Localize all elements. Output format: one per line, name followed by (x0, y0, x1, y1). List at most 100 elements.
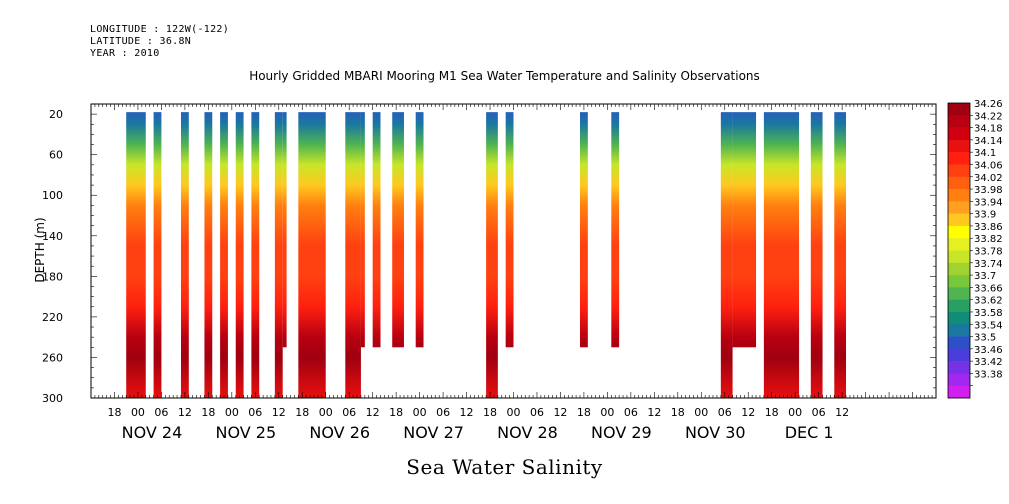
colorbar-label: 33.86 (974, 222, 1003, 233)
data-segment (372, 112, 381, 348)
data-segment (204, 112, 213, 398)
colorbar-label: 33.46 (974, 345, 1003, 356)
x-hour-tick-label: 00 (694, 406, 708, 419)
data-segment (810, 112, 823, 398)
x-hour-tick-label: 00 (507, 406, 521, 419)
colorbar-label: 33.82 (974, 234, 1003, 245)
y-tick-label: 100 (42, 189, 63, 202)
data-segment (834, 112, 847, 398)
data-segment (415, 112, 424, 348)
data-segment (220, 112, 228, 398)
data-segment (251, 112, 260, 398)
colorbar-swatch (948, 127, 970, 141)
colorbar-label: 34.26 (974, 99, 1003, 110)
colorbar-label: 33.38 (974, 369, 1003, 380)
colorbar-label: 33.62 (974, 296, 1003, 307)
data-segment (720, 112, 733, 398)
data-segment (180, 112, 189, 398)
colorbar-swatch (948, 103, 970, 116)
y-tick-label: 180 (42, 270, 63, 283)
x-hour-tick-label: 18 (201, 406, 215, 419)
colorbar-swatch (948, 299, 970, 313)
colorbar-swatch (948, 336, 970, 350)
x-date-label: NOV 28 (497, 423, 558, 442)
x-hour-tick-label: 18 (389, 406, 403, 419)
y-axis-label: DEPTH (m) (33, 217, 47, 282)
x-hour-tick-label: 12 (553, 406, 567, 419)
x-hour-tick-label: 18 (483, 406, 497, 419)
colorbar-label: 33.66 (974, 283, 1003, 294)
data-segment (282, 112, 287, 348)
colorbar-swatch (948, 385, 970, 399)
colorbar-swatch (948, 189, 970, 202)
x-hour-tick-label: 18 (107, 406, 121, 419)
y-tick-label: 260 (42, 351, 63, 364)
colorbar-label: 34.1 (974, 148, 996, 159)
x-hour-tick-label: 00 (413, 406, 427, 419)
colorbar-label: 33.7 (974, 271, 996, 282)
x-hour-tick-label: 00 (319, 406, 333, 419)
colorbar-swatch (948, 176, 970, 190)
data-segment (486, 112, 498, 398)
x-hour-tick-label: 18 (671, 406, 685, 419)
y-tick-label: 140 (42, 230, 63, 243)
data-segment (153, 112, 162, 398)
colorbar-swatch (948, 373, 970, 387)
data-segment (298, 112, 326, 398)
data-segment (345, 112, 361, 398)
data-segment (392, 112, 404, 348)
y-tick-label: 220 (42, 311, 63, 324)
chart-title: Hourly Gridded MBARI Mooring M1 Sea Wate… (249, 69, 760, 83)
x-hour-tick-label: 00 (788, 406, 802, 419)
colorbar-swatch (948, 201, 970, 214)
colorbar-label: 33.5 (974, 333, 996, 344)
colorbar-label: 34.18 (974, 124, 1003, 135)
x-hour-tick-label: 06 (624, 406, 638, 419)
longitude-label: LONGITUDE : 122W(-122) (90, 24, 230, 35)
colorbar-swatch (948, 225, 970, 239)
colorbar-swatch (948, 287, 970, 300)
data-segment (732, 112, 757, 348)
x-hour-tick-label: 12 (272, 406, 286, 419)
x-hour-tick-label: 00 (131, 406, 145, 419)
data-segment (611, 112, 620, 348)
colorbar-swatch (948, 238, 970, 251)
colorbar-label: 33.42 (974, 357, 1003, 368)
colorbar-label: 33.78 (974, 247, 1003, 258)
colorbar-swatch (948, 262, 970, 276)
colorbar-swatch (948, 213, 970, 227)
colorbar-swatch (948, 324, 970, 337)
colorbar-swatch (948, 311, 970, 325)
x-date-label: NOV 25 (215, 423, 276, 442)
x-hour-tick-label: 06 (342, 406, 356, 419)
x-hour-tick-label: 06 (718, 406, 732, 419)
x-hour-tick-label: 12 (835, 406, 849, 419)
colorbar-label: 33.54 (974, 320, 1003, 331)
data-segment (274, 112, 283, 398)
x-date-label: DEC 1 (785, 423, 834, 442)
colorbar-swatch (948, 361, 970, 374)
colorbar-label: 33.9 (974, 210, 996, 221)
y-tick-label: 300 (42, 392, 63, 405)
x-hour-tick-label: 18 (765, 406, 779, 419)
data-segment (580, 112, 588, 348)
colorbar-swatch (948, 250, 970, 264)
latitude-label: LATITUDE : 36.8N (90, 36, 192, 47)
colorbar-label: 33.58 (974, 308, 1003, 319)
colorbar-label: 34.14 (974, 136, 1003, 147)
colorbar-label: 34.22 (974, 111, 1003, 122)
x-hour-tick-label: 12 (178, 406, 192, 419)
data-segment (763, 112, 800, 398)
colorbar-label: 33.98 (974, 185, 1003, 196)
x-hour-tick-label: 06 (530, 406, 544, 419)
y-tick-label: 60 (49, 149, 63, 162)
x-date-label: NOV 26 (309, 423, 370, 442)
x-hour-tick-label: 06 (154, 406, 168, 419)
colorbar-swatch (948, 164, 970, 178)
data-segment (126, 112, 146, 398)
x-hour-tick-label: 12 (366, 406, 380, 419)
x-hour-tick-label: 06 (812, 406, 826, 419)
chart-subtitle: Sea Water Salinity (406, 455, 603, 479)
colorbar-label: 34.06 (974, 160, 1003, 171)
x-hour-tick-label: 00 (600, 406, 614, 419)
